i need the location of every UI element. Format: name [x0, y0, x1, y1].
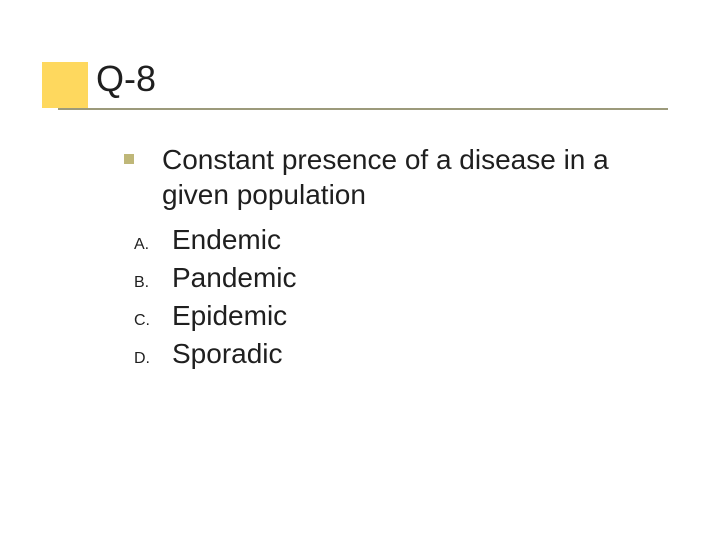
option-a: A. Endemic	[134, 224, 297, 256]
option-c: C. Epidemic	[134, 300, 297, 332]
option-text: Endemic	[172, 224, 281, 256]
options-list: A. Endemic B. Pandemic C. Epidemic D. Sp…	[134, 224, 297, 376]
question-stem-row: Constant presence of a disease in a give…	[124, 142, 664, 212]
slide: Q-8 Constant presence of a disease in a …	[0, 0, 720, 540]
option-marker: A.	[134, 236, 172, 254]
option-d: D. Sporadic	[134, 338, 297, 370]
option-marker: B.	[134, 274, 172, 292]
option-text: Pandemic	[172, 262, 297, 294]
option-marker: D.	[134, 350, 172, 368]
title-accent-square	[42, 62, 88, 108]
title-underline	[58, 108, 668, 110]
square-bullet-icon	[124, 154, 134, 164]
option-text: Sporadic	[172, 338, 283, 370]
question-stem: Constant presence of a disease in a give…	[162, 142, 664, 212]
slide-title: Q-8	[96, 58, 156, 100]
option-marker: C.	[134, 312, 172, 330]
option-b: B. Pandemic	[134, 262, 297, 294]
option-text: Epidemic	[172, 300, 287, 332]
